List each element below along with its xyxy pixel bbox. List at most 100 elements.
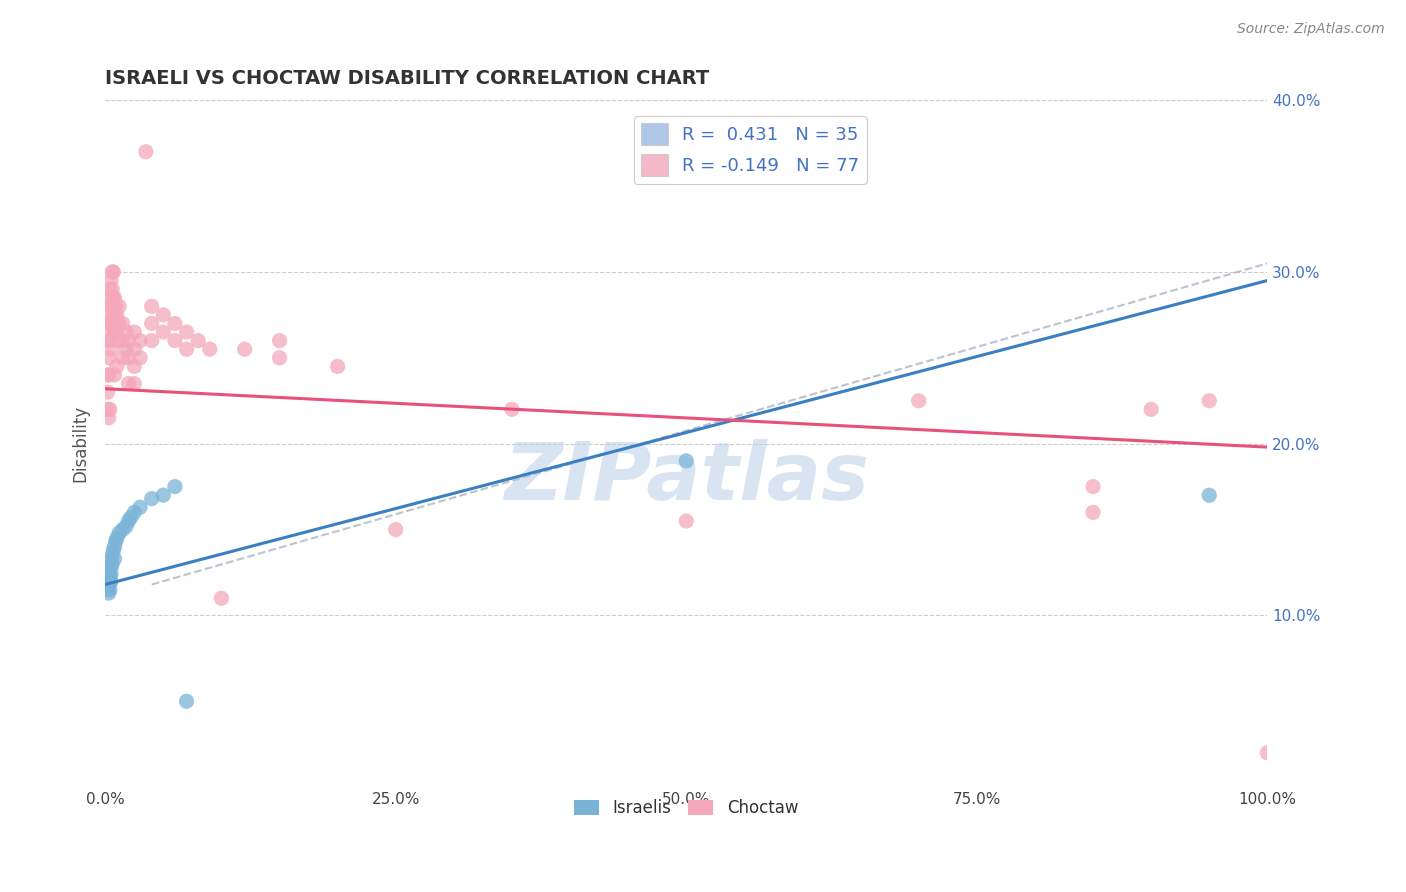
Point (104, 534, 127, 549)
Point (675, 514, 697, 528)
Point (163, 317, 186, 331)
Point (152, 308, 174, 322)
Point (98, 299, 121, 313)
Point (96, 582, 118, 597)
Point (98, 402, 121, 417)
Point (122, 342, 145, 356)
Point (141, 317, 163, 331)
Point (100, 553, 122, 567)
Point (117, 376, 139, 391)
Point (105, 325, 128, 339)
Point (122, 376, 145, 391)
Point (111, 317, 134, 331)
Point (117, 351, 139, 365)
Point (101, 549, 124, 563)
Point (97, 368, 120, 382)
Point (100, 291, 122, 305)
Point (269, 351, 291, 365)
Point (98, 582, 121, 597)
Point (96, 402, 118, 417)
Point (103, 291, 125, 305)
Point (103, 325, 125, 339)
Point (176, 325, 198, 339)
Point (96, 368, 118, 382)
Point (97, 566, 120, 580)
Point (111, 334, 134, 348)
Point (120, 510, 142, 524)
Point (97, 586, 120, 600)
Point (103, 543, 125, 558)
Point (141, 299, 163, 313)
Point (129, 500, 152, 515)
Point (176, 694, 198, 708)
Point (111, 351, 134, 365)
Point (122, 359, 145, 374)
Point (100, 342, 122, 356)
Point (1256, 746, 1278, 760)
Point (105, 308, 128, 322)
Point (108, 526, 131, 541)
Point (104, 299, 127, 313)
Point (103, 368, 125, 382)
Point (108, 299, 131, 313)
Point (104, 317, 127, 331)
Point (103, 308, 125, 322)
Point (103, 540, 125, 554)
Point (152, 325, 174, 339)
Point (1198, 393, 1220, 408)
Point (326, 359, 349, 374)
Point (98, 282, 121, 296)
Point (98, 334, 121, 348)
Point (97, 317, 120, 331)
Point (100, 567, 122, 582)
Point (105, 359, 128, 374)
Point (384, 523, 406, 537)
Point (269, 334, 291, 348)
Point (100, 325, 122, 339)
Point (1081, 505, 1104, 519)
Point (122, 325, 145, 339)
Point (100, 308, 122, 322)
Text: Source: ZipAtlas.com: Source: ZipAtlas.com (1237, 22, 1385, 37)
Point (117, 334, 139, 348)
Point (163, 334, 186, 348)
Point (187, 334, 209, 348)
Point (96, 577, 118, 591)
Point (98, 569, 121, 583)
Point (108, 334, 131, 348)
Point (101, 317, 124, 331)
Point (101, 299, 124, 313)
Point (907, 393, 929, 408)
Point (209, 591, 232, 606)
Point (115, 325, 138, 339)
Point (101, 557, 124, 571)
Point (176, 342, 198, 356)
Point (141, 334, 163, 348)
Point (100, 574, 122, 588)
Point (1081, 480, 1104, 494)
Point (103, 265, 125, 279)
Point (675, 454, 697, 468)
Point (198, 342, 221, 356)
Point (97, 334, 120, 348)
Point (101, 282, 124, 296)
Point (111, 523, 134, 537)
Point (101, 265, 124, 279)
Point (97, 574, 120, 588)
Point (1140, 402, 1163, 417)
Point (501, 402, 523, 417)
Point (152, 488, 174, 502)
Point (103, 308, 125, 322)
Point (1198, 488, 1220, 502)
Point (129, 351, 152, 365)
Point (98, 317, 121, 331)
Text: ISRAELI VS CHOCTAW DISABILITY CORRELATION CHART: ISRAELI VS CHOCTAW DISABILITY CORRELATIO… (105, 69, 710, 87)
Point (108, 317, 131, 331)
Text: ZIPatlas: ZIPatlas (503, 439, 869, 517)
Point (103, 291, 125, 305)
Legend: Israelis, Choctaw: Israelis, Choctaw (568, 792, 804, 823)
Point (105, 531, 128, 545)
Point (115, 342, 138, 356)
Point (100, 273, 122, 287)
Point (233, 342, 256, 356)
